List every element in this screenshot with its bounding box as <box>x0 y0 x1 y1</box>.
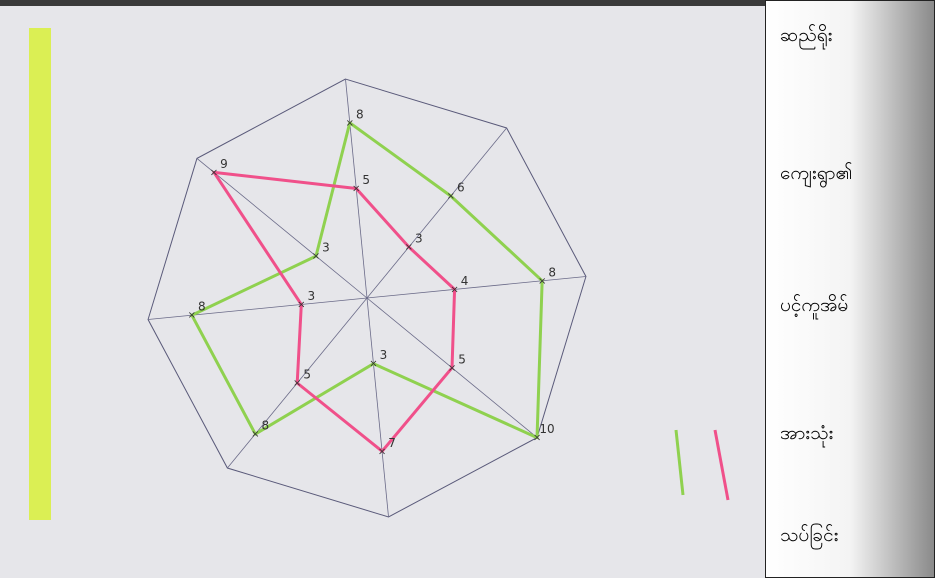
point-marker: × <box>188 310 196 321</box>
screenshot: ×8×6×8×10×3×8×8×3×5×3×4×5×7×5×3×9 ဆည်ရို… <box>0 0 935 578</box>
point-marker: × <box>312 251 320 262</box>
point-marker: × <box>346 118 354 129</box>
point-marker: × <box>405 242 413 253</box>
point-marker: × <box>297 299 305 310</box>
data-label: 5 <box>303 368 311 382</box>
point-marker: × <box>210 167 218 178</box>
data-label: 10 <box>539 422 554 436</box>
paper <box>0 0 765 578</box>
point-marker: × <box>251 429 259 440</box>
data-label: 6 <box>457 180 465 194</box>
sidebar-item: သပ်ခြင်း <box>780 523 838 551</box>
point-marker: × <box>448 363 456 374</box>
point-marker: × <box>369 359 377 370</box>
data-label: 5 <box>362 173 370 187</box>
sidebar-item: အားသုံး <box>780 421 833 449</box>
data-label: 3 <box>415 231 423 245</box>
sidebar: ဆည်ရိုးကျေးရွာ၏ပင့်ကူအိမ်အားသုံးသပ်ခြင်း <box>765 0 935 578</box>
data-label: 5 <box>458 352 466 366</box>
sidebar-item: ဆည်ရိုး <box>780 23 832 51</box>
data-label: 3 <box>322 241 330 255</box>
paper-edge <box>0 0 765 6</box>
data-label: 8 <box>356 107 364 121</box>
data-label: 4 <box>461 274 469 288</box>
data-label: 9 <box>220 157 228 171</box>
point-marker: × <box>538 276 546 287</box>
data-label: 7 <box>388 436 396 450</box>
data-label: 3 <box>307 289 315 303</box>
point-marker: × <box>352 184 360 195</box>
highlight-band <box>29 28 51 520</box>
data-label: 8 <box>198 300 206 314</box>
sidebar-item: ပင့်ကူအိမ် <box>780 293 848 321</box>
point-marker: × <box>450 284 458 295</box>
point-marker: × <box>378 446 386 457</box>
data-label: 8 <box>548 265 556 279</box>
point-marker: × <box>447 191 455 202</box>
data-label: 3 <box>380 348 388 362</box>
data-label: 8 <box>261 419 269 433</box>
sidebar-item: ကျေးရွာ၏ <box>780 161 852 189</box>
point-marker: × <box>293 378 301 389</box>
photo: ×8×6×8×10×3×8×8×3×5×3×4×5×7×5×3×9 <box>0 0 765 578</box>
